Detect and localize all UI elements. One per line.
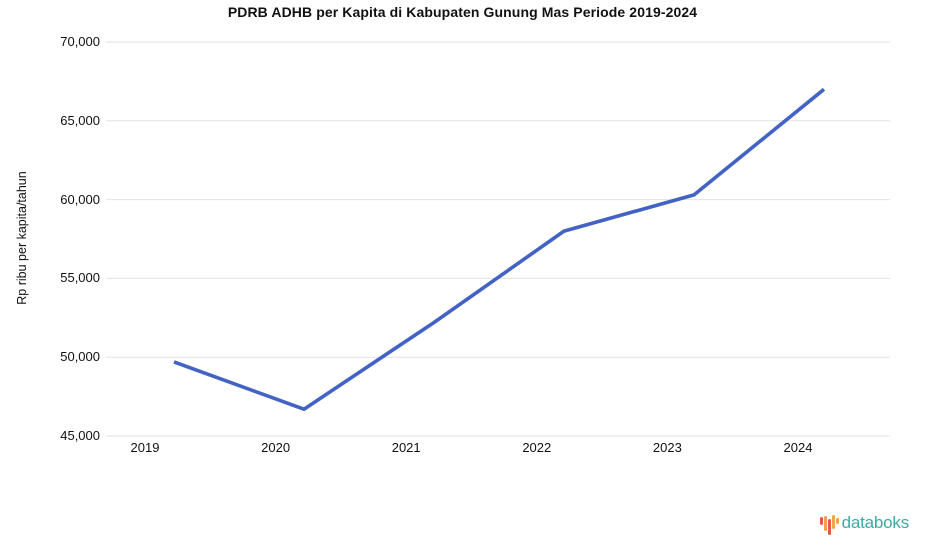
x-tick-label: 2020 (261, 440, 291, 455)
y-tick-label: 50,000 (60, 349, 100, 365)
gridlines (106, 41, 890, 437)
data-line (173, 87, 826, 412)
logo-bar (827, 519, 831, 535)
logo-bar (831, 515, 835, 529)
y-tick-label: 45,000 (60, 428, 100, 443)
x-tick-label: 2021 (391, 440, 421, 455)
x-tick-label: 2019 (130, 440, 160, 455)
x-tick-label: 2022 (522, 440, 552, 455)
chart-title: PDRB ADHB per Kapita di Kabupaten Gunung… (227, 4, 698, 20)
logo-bar (819, 517, 823, 525)
logo-bar (835, 518, 839, 524)
databoks-logo: databoks (819, 512, 910, 535)
y-tick-label: 70,000 (60, 34, 100, 49)
y-tick-label: 65,000 (60, 112, 100, 128)
logo-bar (823, 515, 827, 531)
databoks-pulse-bars-icon (819, 512, 839, 535)
x-tick-label: 2024 (783, 440, 813, 455)
databoks-logo-text: databoks (841, 513, 910, 532)
x-tick-label: 2023 (652, 440, 682, 455)
y-tick-label: 55,000 (60, 270, 100, 286)
y-tick-label: 60,000 (60, 191, 100, 207)
